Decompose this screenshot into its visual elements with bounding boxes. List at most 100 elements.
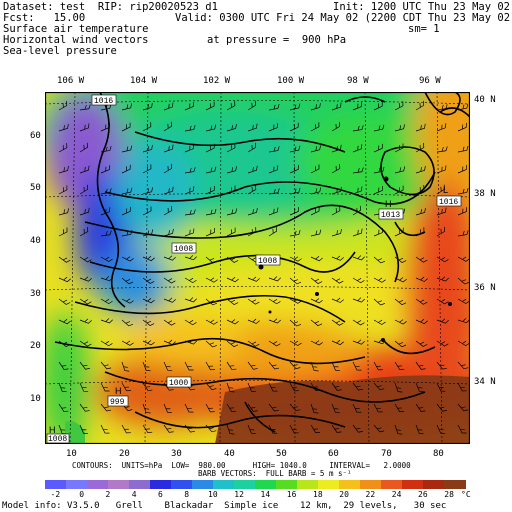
wind-barb	[457, 403, 469, 412]
wind-barb	[373, 361, 383, 371]
wind-barb	[457, 361, 469, 370]
wind-barb	[121, 256, 134, 262]
wind-barb	[121, 145, 133, 153]
temperature-map: 1016 1008 1008 1000 1013 1016 999 1008 H…	[45, 92, 470, 444]
wind-barb	[436, 184, 446, 195]
colorbar-swatch	[192, 480, 214, 489]
wind-barb	[394, 340, 407, 348]
wind-barb	[226, 319, 239, 325]
colorbar-tick-label: 10	[208, 490, 218, 499]
wind-barb	[79, 424, 89, 434]
wind-barb	[331, 102, 342, 111]
wind-barb	[142, 277, 155, 284]
colorbar-swatch	[87, 480, 109, 489]
wind-barb	[415, 256, 428, 263]
colorbar-unit: °C	[461, 490, 471, 499]
smoothing-label: sm= 1	[408, 23, 440, 35]
wind-barb	[457, 230, 469, 237]
wind-barb	[184, 297, 197, 303]
lon-label: 102 W	[203, 76, 231, 86]
grid-x-label: 40	[224, 449, 235, 459]
wind-barb	[79, 104, 91, 111]
wind-barb	[289, 187, 301, 195]
colorbar-swatch	[444, 480, 466, 489]
wind-barb	[184, 186, 195, 195]
wind-barb	[79, 276, 92, 282]
wind-barb	[247, 276, 260, 282]
wind-barb	[373, 382, 385, 391]
wind-barb	[268, 123, 279, 132]
wind-barb	[352, 255, 365, 261]
wind-barb	[142, 145, 153, 153]
wind-barb	[373, 185, 383, 195]
wind-barb	[457, 164, 467, 174]
wind-barb	[79, 184, 89, 195]
wind-barb	[205, 277, 218, 283]
colorbar-tick-label: 14	[260, 490, 271, 499]
wind-barb	[226, 382, 235, 393]
colorbar-tick-label: 26	[418, 490, 428, 499]
colorbar-swatch	[66, 480, 88, 489]
wind-barb	[205, 185, 215, 195]
wind-barb	[58, 166, 69, 174]
wind-barb	[205, 208, 217, 216]
wind-barb	[289, 256, 302, 262]
wind-barb	[415, 100, 425, 111]
wind-barb	[142, 102, 153, 111]
wind-barb	[58, 382, 67, 393]
colorbar-tick-label: 22	[365, 490, 376, 499]
high-marker: H	[115, 386, 122, 396]
wind-barb	[58, 185, 68, 195]
low-marker: L	[443, 185, 448, 195]
wind-barb	[415, 318, 428, 325]
wind-barb	[100, 382, 110, 392]
wind-barb	[58, 361, 69, 370]
wind-barb	[100, 403, 112, 412]
wind-barb	[142, 164, 152, 174]
wind-barb	[436, 298, 449, 305]
wind-barb	[373, 256, 386, 264]
wind-barb	[121, 277, 134, 285]
wind-barb	[268, 188, 280, 195]
wind-barb	[310, 319, 323, 327]
grid-x-label: 80	[433, 449, 444, 459]
grid-y-label: 20	[30, 341, 41, 351]
wind-barb	[310, 145, 321, 153]
wind-barb	[352, 382, 363, 391]
wind-barb	[163, 228, 174, 237]
wind-barb	[415, 123, 426, 132]
colorbar-tick-label: 4	[131, 490, 137, 499]
wind-barb	[331, 164, 341, 174]
wind-barb	[436, 226, 446, 237]
colorbar-tick-label: 0	[79, 490, 85, 499]
wind-barb	[142, 403, 151, 414]
wind-barb	[268, 207, 279, 216]
wind-barb	[268, 165, 279, 174]
wind-barb	[226, 124, 237, 132]
wind-barb	[436, 382, 446, 392]
wind-barb	[352, 125, 364, 132]
colorbar-swatch	[171, 480, 193, 489]
wind-barb	[415, 340, 428, 347]
wind-barb	[121, 319, 134, 327]
wind-barb	[310, 424, 321, 434]
wind-barb	[226, 361, 237, 370]
colorbar-tick-label: 20	[339, 490, 349, 499]
field-1-label: Surface air temperature	[3, 23, 149, 35]
wind-barb	[79, 318, 92, 324]
wind-barb	[268, 382, 278, 392]
wind-barb	[436, 340, 449, 347]
wind-barb	[394, 277, 407, 283]
high-marker: H	[385, 199, 392, 209]
wind-barb	[205, 166, 217, 174]
wind-barb	[289, 319, 301, 327]
wind-barb	[205, 340, 217, 348]
wind-barb	[457, 318, 470, 324]
wind-barb	[331, 339, 344, 346]
colorbar-swatch	[339, 480, 361, 489]
wind-barb	[142, 382, 153, 391]
wind-barb	[58, 143, 68, 153]
temperature-field: 1016 1008 1008 1000 1013 1016 999 1008 H…	[45, 92, 470, 444]
wind-barb	[289, 164, 299, 174]
wind-barb	[100, 424, 110, 434]
